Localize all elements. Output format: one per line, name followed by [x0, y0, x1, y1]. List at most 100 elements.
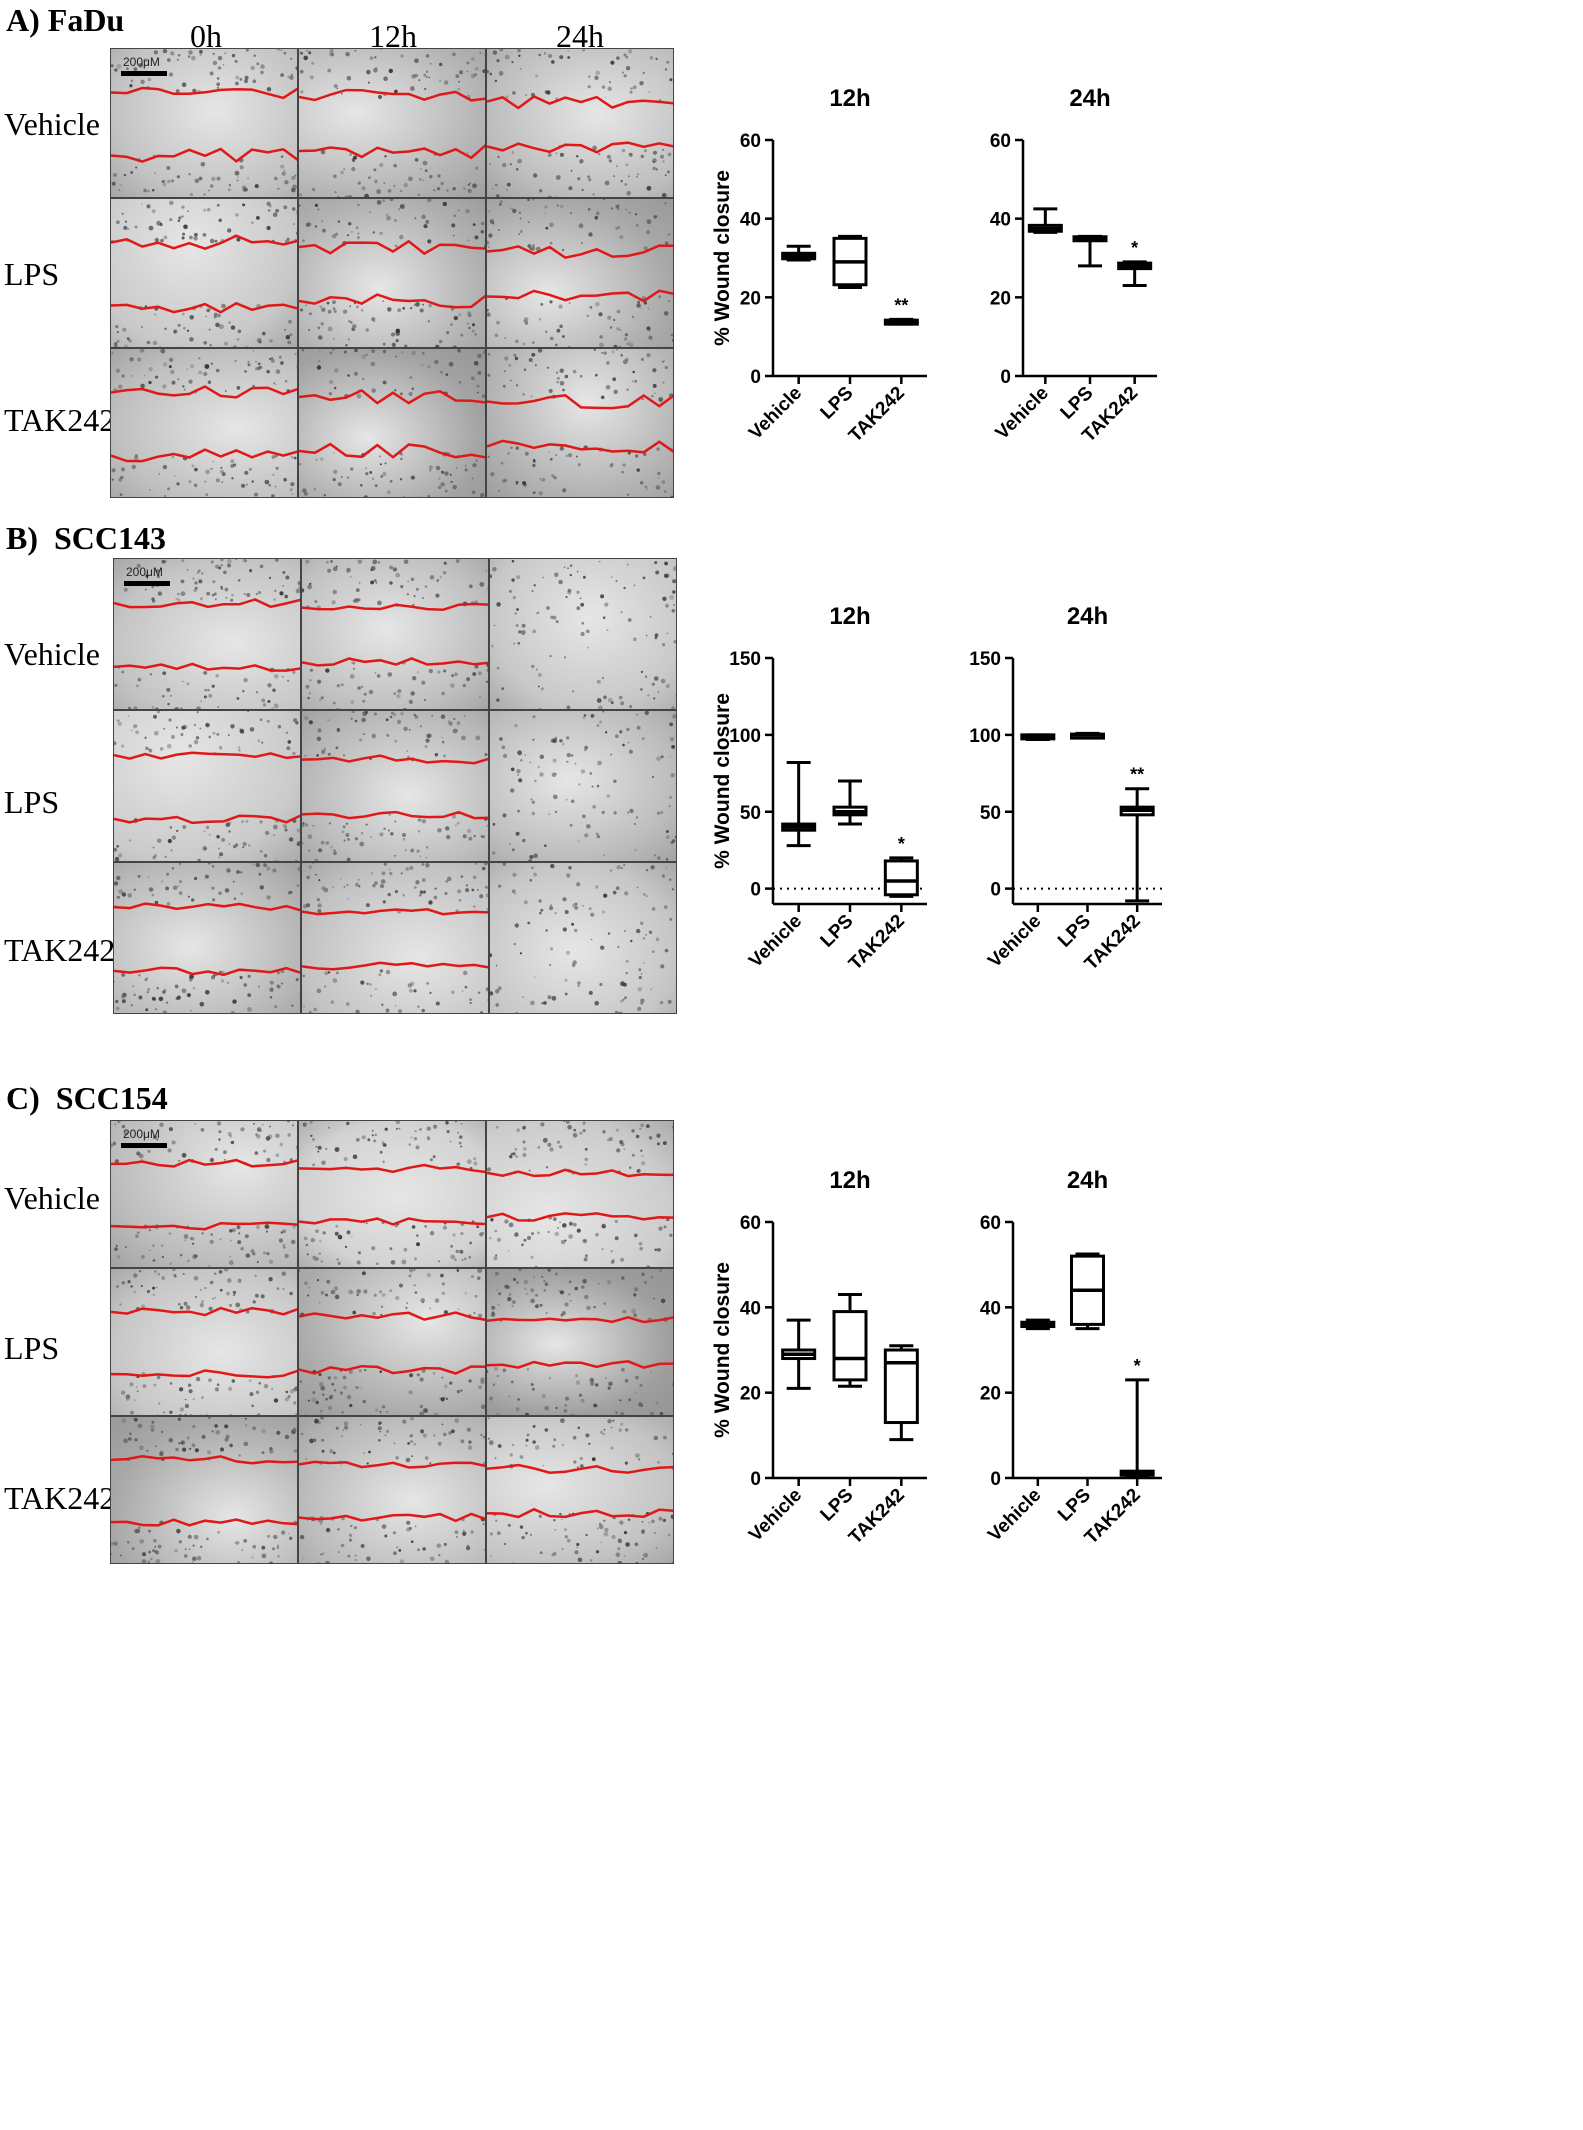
- row-label-lps: LPS: [4, 784, 60, 820]
- wound-edge-top: [299, 1163, 485, 1174]
- y-tick-label: 100: [729, 726, 761, 747]
- wound-edge-top: [299, 88, 485, 102]
- box-tak242: [883, 317, 919, 326]
- wound-edge-top: [487, 95, 673, 110]
- box-vehicle: [781, 1318, 817, 1390]
- wound-edge-top: [114, 598, 300, 609]
- y-tick-label: 20: [990, 288, 1011, 309]
- row-label-vehicle: Vehicle: [4, 636, 100, 672]
- wound-edge-top: [114, 902, 300, 912]
- box-vehicle: [781, 244, 817, 262]
- box-chart-svg: 12h % Wound closure 0 20 40 60 Vehicle LPSTAK24…: [711, 1167, 927, 1549]
- micrograph-lps-0h: [113, 710, 301, 862]
- micrograph-vehicle-12h: [301, 558, 489, 710]
- panel-a-cell-line: FaDu: [47, 2, 125, 38]
- panel-b-cell-line: SCC143: [54, 520, 167, 556]
- wound-edge-bottom: [302, 961, 488, 971]
- scale-bar: [121, 71, 167, 76]
- wound-edge-bottom: [299, 1512, 485, 1523]
- box-chart-c-24h: 24h 0 20 40 60 Vehicle LPS TAK242 *: [945, 1162, 1180, 1582]
- panel-a-letter: A): [6, 2, 40, 38]
- wound-edge-bottom: [302, 657, 488, 667]
- y-tick-label: 40: [980, 1298, 1001, 1319]
- box-lps: [1070, 1252, 1105, 1331]
- y-axis-label: % Wound closure: [711, 693, 734, 869]
- box-iqr: [883, 859, 919, 897]
- y-tick-label: 0: [990, 1469, 1001, 1490]
- x-tick-label: TAK242: [845, 383, 909, 447]
- wound-edge-top: [487, 244, 673, 260]
- y-tick-label: 0: [750, 367, 761, 388]
- y-tick-label: 60: [980, 1213, 1001, 1234]
- micrograph-tak242-12h: [298, 1416, 486, 1564]
- wound-edge-bottom: [111, 1518, 297, 1527]
- x-tick-label: LPS: [817, 383, 858, 424]
- wound-edge-bottom: [114, 814, 300, 825]
- wound-edge-top: [299, 1460, 485, 1469]
- wound-edge-top: [111, 1455, 297, 1465]
- micrograph-lps-12h: [298, 1268, 486, 1416]
- wound-edge-bottom: [114, 966, 300, 977]
- panel-c-label: C) SCC154: [6, 1080, 168, 1117]
- panel-c-letter: C): [6, 1080, 40, 1116]
- micrograph-tak242-0h: [110, 1416, 298, 1564]
- wound-edge-top: [111, 234, 297, 251]
- y-tick-label: 50: [740, 803, 761, 824]
- x-tick-label: TAK242: [1081, 911, 1145, 975]
- y-tick-label: 40: [740, 1298, 761, 1319]
- box-lps: [1070, 731, 1105, 740]
- y-tick-label: 20: [740, 1384, 761, 1405]
- wound-edge-bottom: [111, 1369, 297, 1379]
- x-tick-label: Vehicle: [984, 911, 1045, 972]
- micrograph-vehicle-12h: [298, 1120, 486, 1268]
- row-label-tak242: TAK242: [4, 1480, 116, 1516]
- box-lps: [832, 234, 868, 289]
- chart-title: 12h: [829, 603, 870, 630]
- box-iqr: [832, 1310, 868, 1382]
- box-chart-c-12h: 12h % Wound closure 0 20 40 60 Vehicle LPS TAK24…: [705, 1162, 945, 1582]
- micrograph-lps-12h: [301, 710, 489, 862]
- box-chart-a-24h: 24h 0 20 40 60 Vehicle LPS TAK242 *: [955, 80, 1175, 480]
- panel-b-letter: B): [6, 520, 38, 556]
- wound-edge-top: [111, 385, 297, 399]
- significance-marker: **: [1130, 765, 1144, 785]
- panel-c-cell-line: SCC154: [55, 1080, 168, 1116]
- y-axis-label: % Wound closure: [711, 170, 734, 346]
- y-tick-label: 150: [969, 649, 1001, 670]
- wound-edge-top: [487, 393, 673, 410]
- wound-edge-top: [487, 1463, 673, 1474]
- micrograph-vehicle-24h: [486, 48, 674, 198]
- wound-edge-bottom: [487, 141, 673, 154]
- significance-marker: *: [1134, 1356, 1141, 1376]
- row-label-vehicle: Vehicle: [4, 106, 100, 142]
- wound-edge-top: [487, 1315, 673, 1324]
- x-tick-label: LPS: [817, 1485, 858, 1526]
- box-vehicle: [781, 761, 817, 848]
- micrograph-lps-24h: [489, 710, 677, 862]
- box-lps: [832, 1293, 868, 1388]
- x-tick-label: Vehicle: [984, 1485, 1045, 1546]
- wound-edge-top: [302, 908, 488, 916]
- micrograph-lps-0h: [110, 198, 298, 348]
- y-axis-label: % Wound closure: [711, 1262, 734, 1438]
- y-tick-label: 100: [969, 726, 1001, 747]
- wound-edge-bottom: [111, 448, 297, 463]
- wound-edge-bottom: [299, 442, 485, 459]
- scale-bar-label: 200μM: [126, 565, 163, 579]
- box-vehicle: [1020, 733, 1056, 741]
- y-tick-label: 40: [990, 210, 1011, 231]
- micrograph-vehicle-0h: 200μM: [113, 558, 301, 710]
- wound-edge-top: [302, 754, 488, 765]
- micrograph-lps-0h: [110, 1268, 298, 1416]
- micrograph-vehicle-0h: 200μM: [110, 48, 298, 198]
- micrograph-vehicle-12h: [298, 48, 486, 198]
- micrograph-lps-12h: [298, 198, 486, 348]
- x-tick-label: TAK242: [1081, 1485, 1145, 1549]
- micrograph-tak242-12h: [301, 862, 489, 1014]
- micrograph-lps-24h: [486, 1268, 674, 1416]
- panel-a-label: A) FaDu: [6, 2, 124, 39]
- row-label-lps: LPS: [4, 256, 60, 292]
- box-vehicle: [1027, 207, 1063, 234]
- micrograph-tak242-12h: [298, 348, 486, 498]
